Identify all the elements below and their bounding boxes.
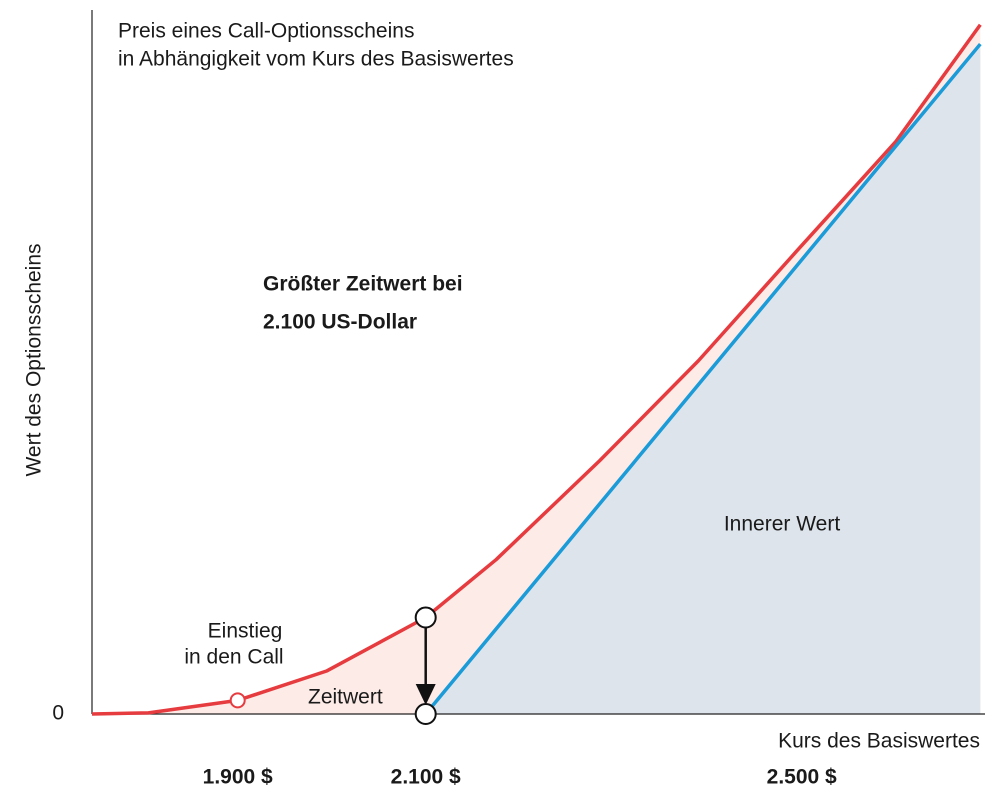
y-axis-label: Wert des Optionsscheins [23,243,46,476]
annotation: Größter Zeitwert bei [263,273,463,296]
x-tick-label: 2.500 $ [767,766,837,789]
x-tick-label: 1.900 $ [203,766,273,789]
option-marker [414,606,437,629]
entry-marker [229,692,246,709]
arrow-head [415,684,436,705]
annotation: Einstieg [208,620,283,643]
annotation: 2.100 US-Dollar [263,311,417,334]
line [424,42,982,716]
y-tick-label: 0 [52,702,64,725]
line [91,23,982,716]
annotation: Zeitwert [308,686,383,709]
x-tick-label: 2.100 $ [391,766,461,789]
chart-title: Preis eines Call-Optionsscheins [118,20,414,43]
chart-title: in Abhängigkeit vom Kurs des Basiswertes [118,48,514,71]
strike-marker [414,703,437,725]
x-axis-label: Kurs des Basiswertes [778,730,980,753]
annotation: in den Call [184,646,283,669]
annotation: Innerer Wert [724,513,840,536]
